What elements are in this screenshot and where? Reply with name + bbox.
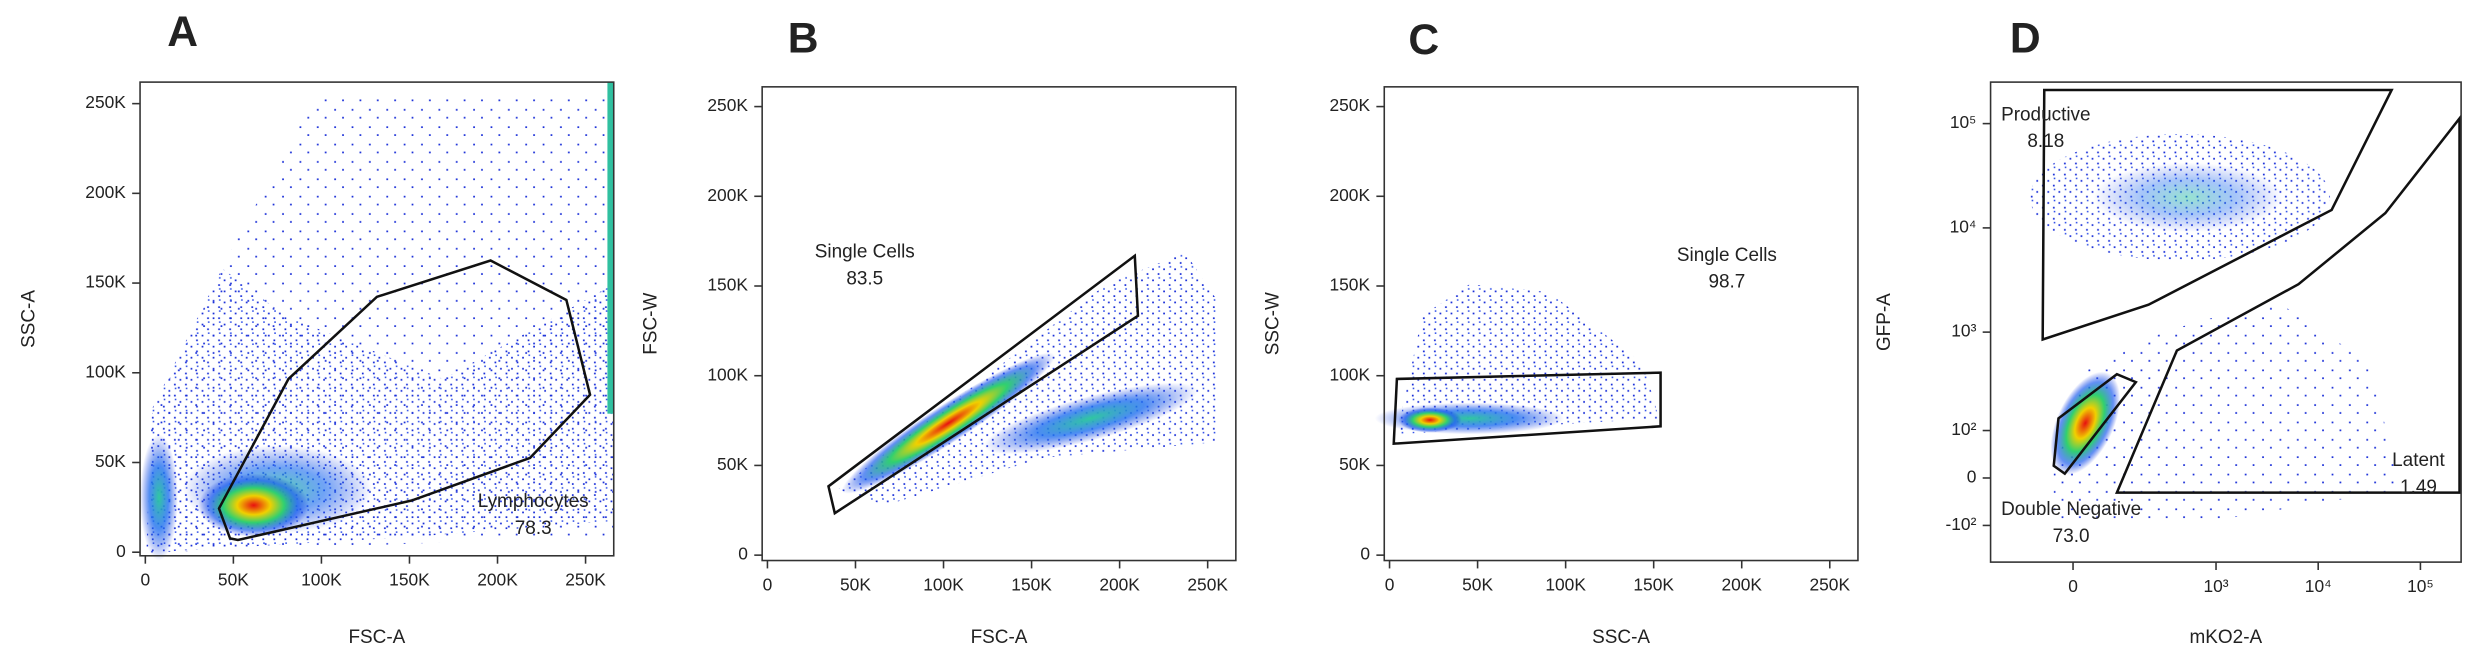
y-tick-label: 150K [1330,275,1371,295]
x-tick-label: 100K [1545,574,1586,594]
y-tick-label: 10⁴ [1950,216,1977,236]
x-tick-label: 0 [141,570,151,590]
y-tick-label: 10⁵ [1950,112,1977,132]
plot-frame [1989,81,2462,563]
x-tick-label: 50K [840,574,871,594]
gate-percent: 73.0 [2053,526,2090,547]
x-axis-label: FSC-A [348,627,405,648]
y-axis-label: GFP-A [1874,293,1895,351]
x-tick-label: 250K [1187,574,1228,594]
x-tick-label: 0 [1385,574,1395,594]
y-tick-label: 200K [85,182,126,202]
gate-single-cells-b [827,253,1140,516]
y-tick-label: 50K [717,454,748,474]
x-tick-label: 250K [565,570,606,590]
x-tick-label: 10⁵ [2407,576,2434,596]
y-tick-label: 150K [85,272,126,292]
y-axis-label: SSC-W [1263,292,1284,355]
x-axis-label: FSC-A [971,627,1028,648]
gates [217,88,2461,542]
x-tick-label: 200K [1721,574,1762,594]
y-tick-label: 100K [85,361,126,381]
gate-percent: 1.49 [2400,477,2437,498]
x-tick-label: 150K [1633,574,1674,594]
gate-percent: 78.3 [515,518,552,539]
plot-frame [1383,86,1859,562]
gate-name: Productive [2001,104,2090,125]
y-tick-label: 10³ [1951,321,1976,341]
panel-label: A [167,8,198,56]
density-D [2030,134,2402,522]
x-tick-label: 250K [1809,574,1850,594]
y-axis-label: FSC-W [641,293,662,355]
panel-label: C [1408,16,1439,64]
gate-latent [2114,114,2461,494]
x-tick-label: 100K [301,570,342,590]
y-tick-label: -10² [1945,514,1976,534]
y-tick-label: 200K [707,185,748,205]
density-B [837,252,1217,506]
y-tick-label: 0 [738,544,748,564]
gate-name: Lymphocytes [478,491,589,512]
gate-percent: 8.18 [2027,131,2064,152]
panel-label: B [788,14,819,62]
x-tick-label: 50K [1462,574,1493,594]
y-tick-label: 100K [707,364,748,384]
x-tick-label: 150K [1011,574,1052,594]
x-axis-label: mKO2-A [2190,627,2263,648]
y-tick-label: 200K [1330,185,1371,205]
gate-name: Single Cells [1677,245,1777,266]
y-tick-label: 150K [707,275,748,295]
plot-frame [761,86,1237,562]
panel-label: D [2010,14,2041,62]
plot-frame [139,81,615,557]
x-tick-label: 10⁴ [2305,576,2332,596]
gate-single-cells-c [1392,371,1662,446]
y-tick-label: 100K [1330,364,1371,384]
y-tick-label: 250K [707,95,748,115]
gate-name: Double Negative [2001,499,2141,520]
x-tick-label: 200K [477,570,518,590]
x-tick-label: 50K [218,570,249,590]
gate-percent: 98.7 [1708,272,1745,293]
gate-name: Latent [2392,450,2445,471]
x-axis-label: SSC-A [1592,627,1650,648]
density-C [1374,284,1659,435]
y-tick-label: 0 [1360,544,1370,564]
y-tick-label: 50K [1339,454,1370,474]
gate-productive [2041,88,2394,342]
x-tick-label: 0 [2068,576,2078,596]
density-A [140,82,614,561]
x-tick-label: 150K [389,570,430,590]
y-tick-label: 10² [1951,419,1976,439]
x-tick-label: 0 [763,574,773,594]
gate-percent: 83.5 [846,268,883,289]
y-tick-label: 50K [95,451,126,471]
y-tick-label: 0 [1967,467,1977,487]
gate-lymphocytes [217,259,592,542]
y-tick-label: 0 [116,541,126,561]
y-tick-label: 250K [1330,95,1371,115]
gate-double-negative [2052,372,2138,476]
gate-name: Single Cells [815,242,915,263]
x-tick-label: 10³ [2203,576,2228,596]
y-tick-label: 250K [85,92,126,112]
x-tick-label: 100K [923,574,964,594]
x-tick-label: 200K [1099,574,1140,594]
y-axis-label: SSC-A [19,290,40,348]
